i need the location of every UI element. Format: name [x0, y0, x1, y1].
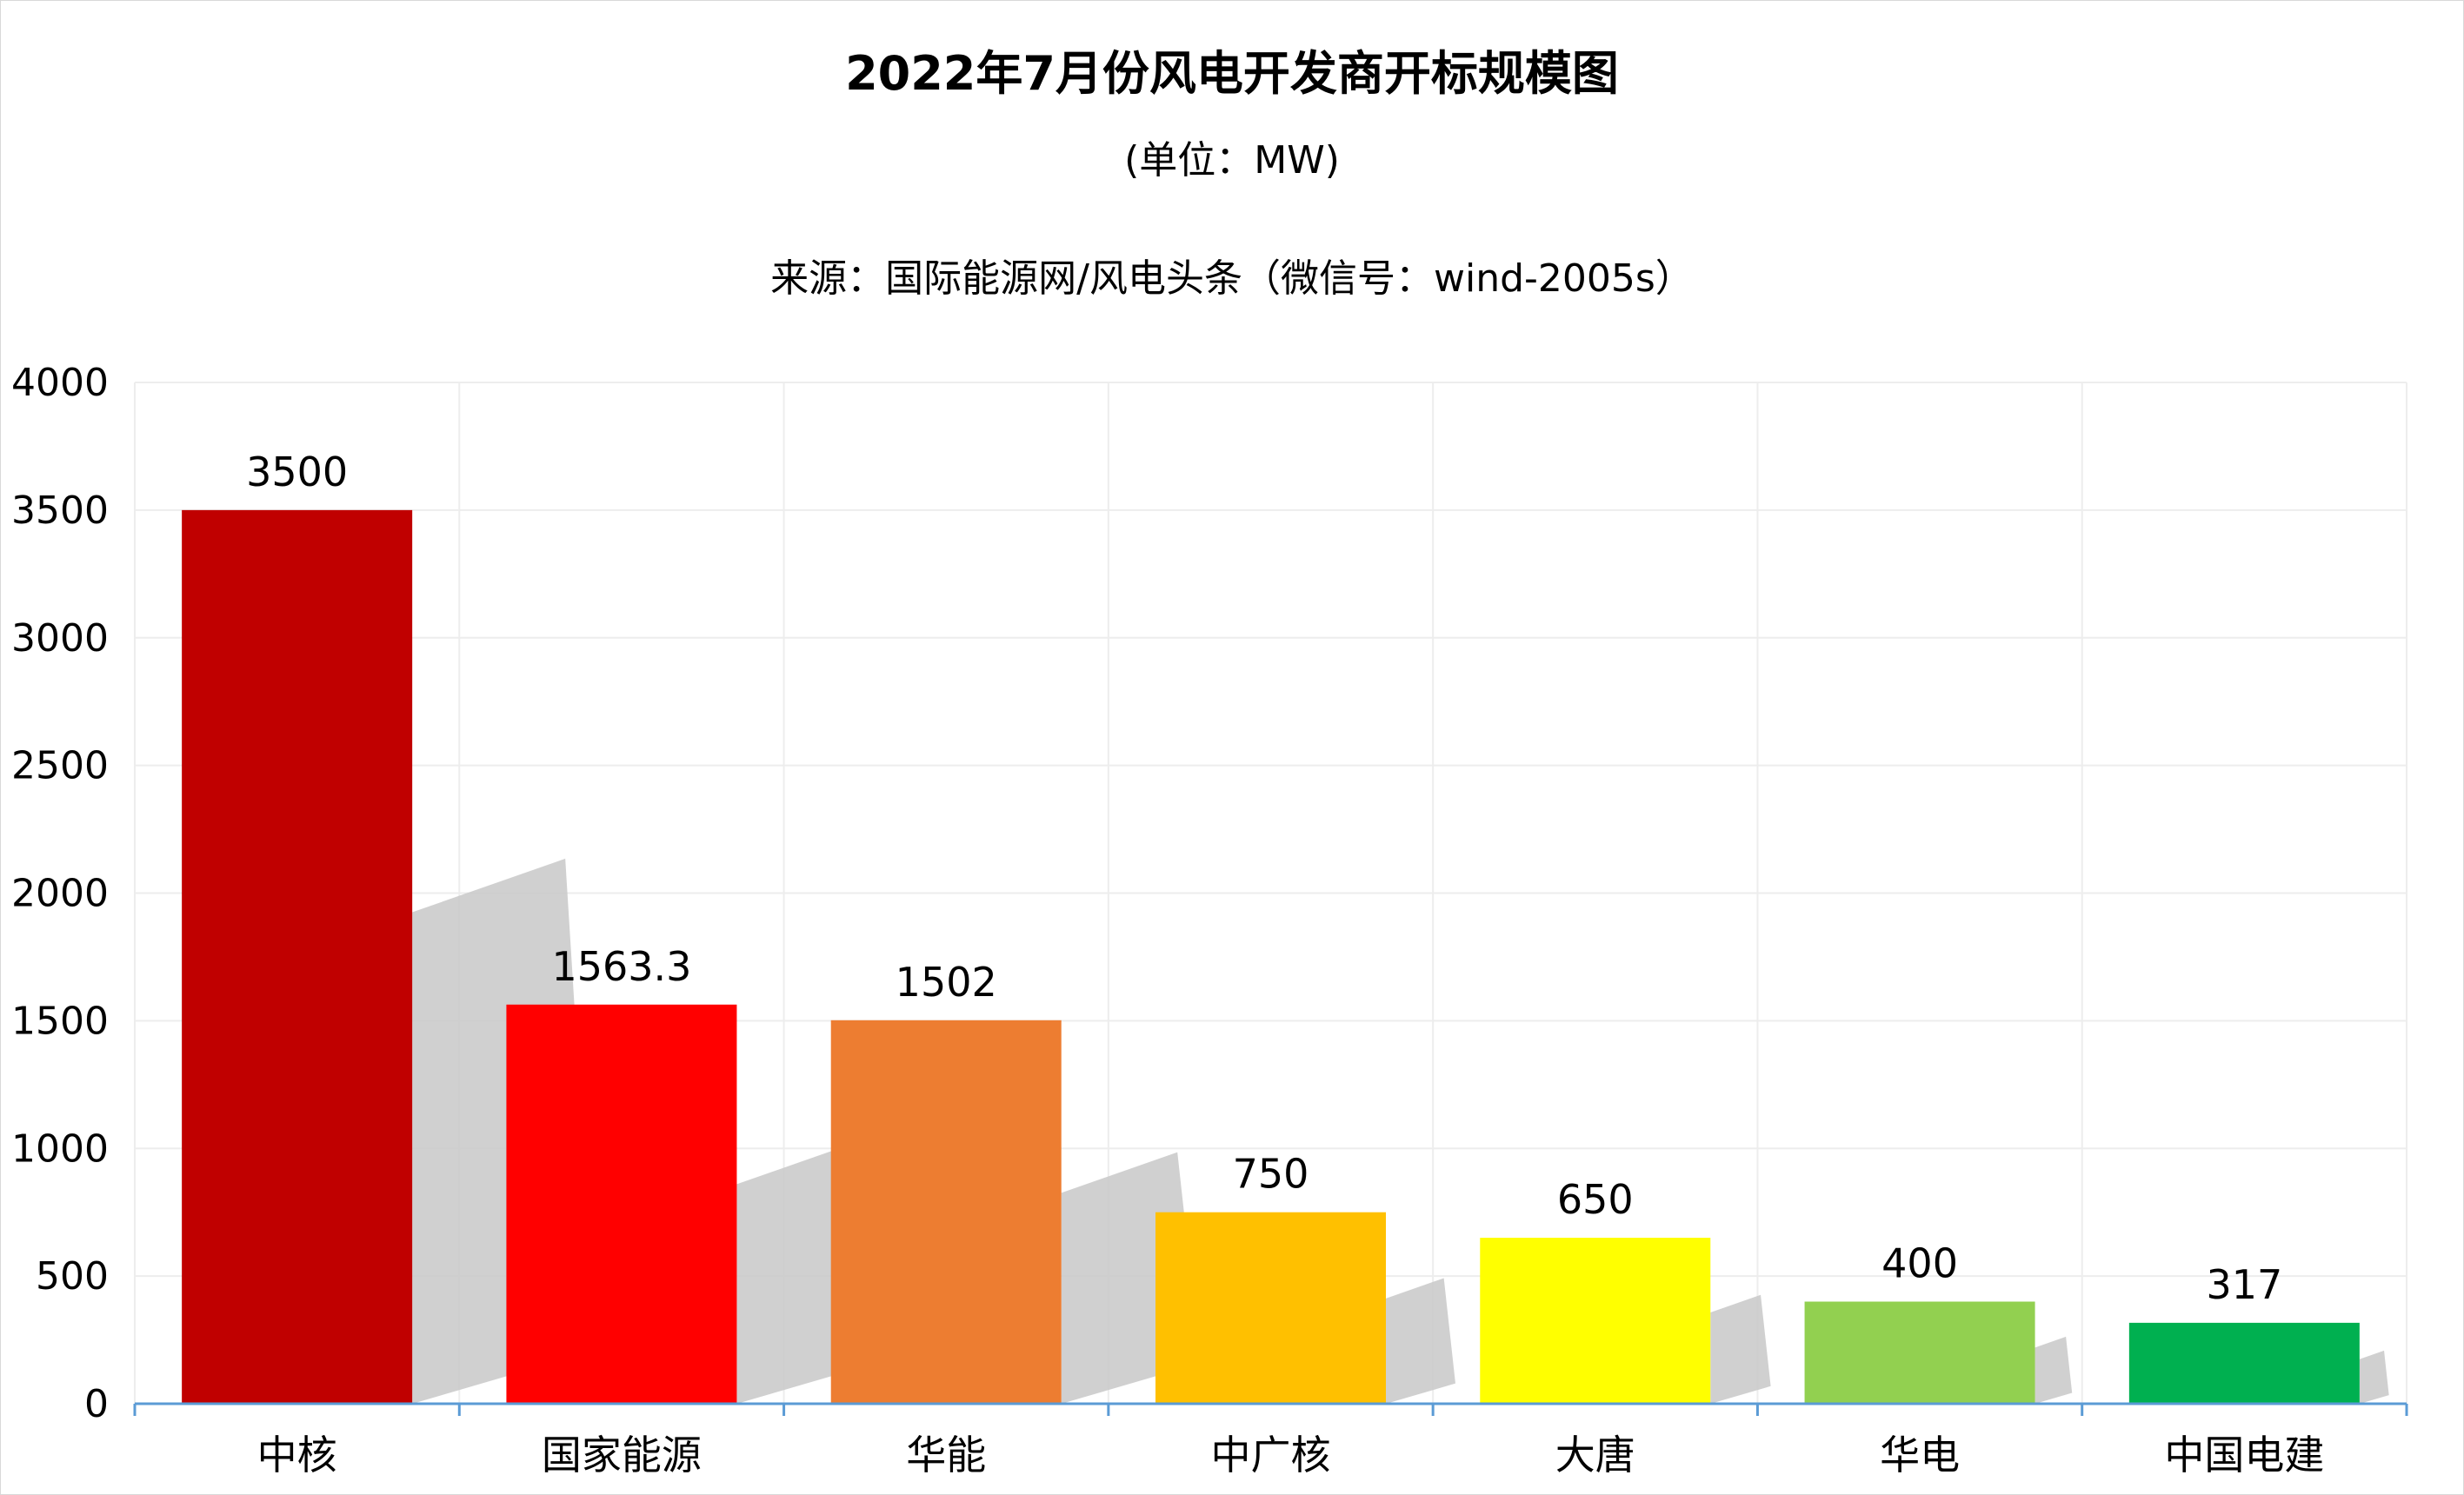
bar	[1155, 1212, 1386, 1404]
x-category-label: 中广核	[1211, 1432, 1331, 1478]
data-label: 650	[1557, 1176, 1634, 1223]
x-category-label: 华电	[1880, 1432, 1960, 1478]
bar	[2128, 1322, 2360, 1404]
data-label: 1563.3	[551, 943, 691, 990]
x-category-label: 国家能源	[542, 1432, 702, 1478]
chart-subtitle: (单位：MW)	[1124, 138, 1340, 183]
bar	[1480, 1238, 1711, 1404]
bar	[830, 1020, 1062, 1404]
bar	[1804, 1301, 2035, 1404]
data-label: 750	[1233, 1151, 1309, 1198]
bar	[506, 1004, 737, 1404]
x-category-label: 中核	[257, 1432, 337, 1478]
x-category-label: 大唐	[1555, 1432, 1635, 1478]
y-tick-label: 3500	[11, 488, 109, 533]
bar	[182, 509, 413, 1404]
y-tick-label: 1500	[11, 999, 109, 1043]
y-tick-label: 2000	[11, 872, 109, 916]
bar-shadow	[1710, 1294, 1771, 1404]
y-tick-label: 1000	[11, 1126, 109, 1171]
bar-shadow	[2359, 1350, 2389, 1404]
y-tick-label: 500	[36, 1254, 109, 1299]
y-tick-label: 0	[84, 1382, 109, 1426]
data-label: 317	[2206, 1261, 2282, 1308]
data-label: 1502	[896, 959, 997, 1006]
y-tick-label: 3000	[11, 616, 109, 661]
chart-title: 2022年7月份风电开发商开标规模图	[845, 46, 1619, 101]
chart-source: 来源：国际能源网/风电头条（微信号：wind-2005s）	[770, 256, 1694, 301]
y-tick-label: 4000	[11, 361, 109, 405]
y-tick-label: 2500	[11, 744, 109, 788]
bar-shadow	[1386, 1278, 1455, 1404]
bar-shadow	[2034, 1336, 2073, 1404]
x-category-label: 华能	[906, 1432, 986, 1478]
data-label: 400	[1881, 1240, 1958, 1287]
x-category-label: 中国电建	[2164, 1432, 2324, 1478]
data-label: 3500	[246, 448, 348, 495]
